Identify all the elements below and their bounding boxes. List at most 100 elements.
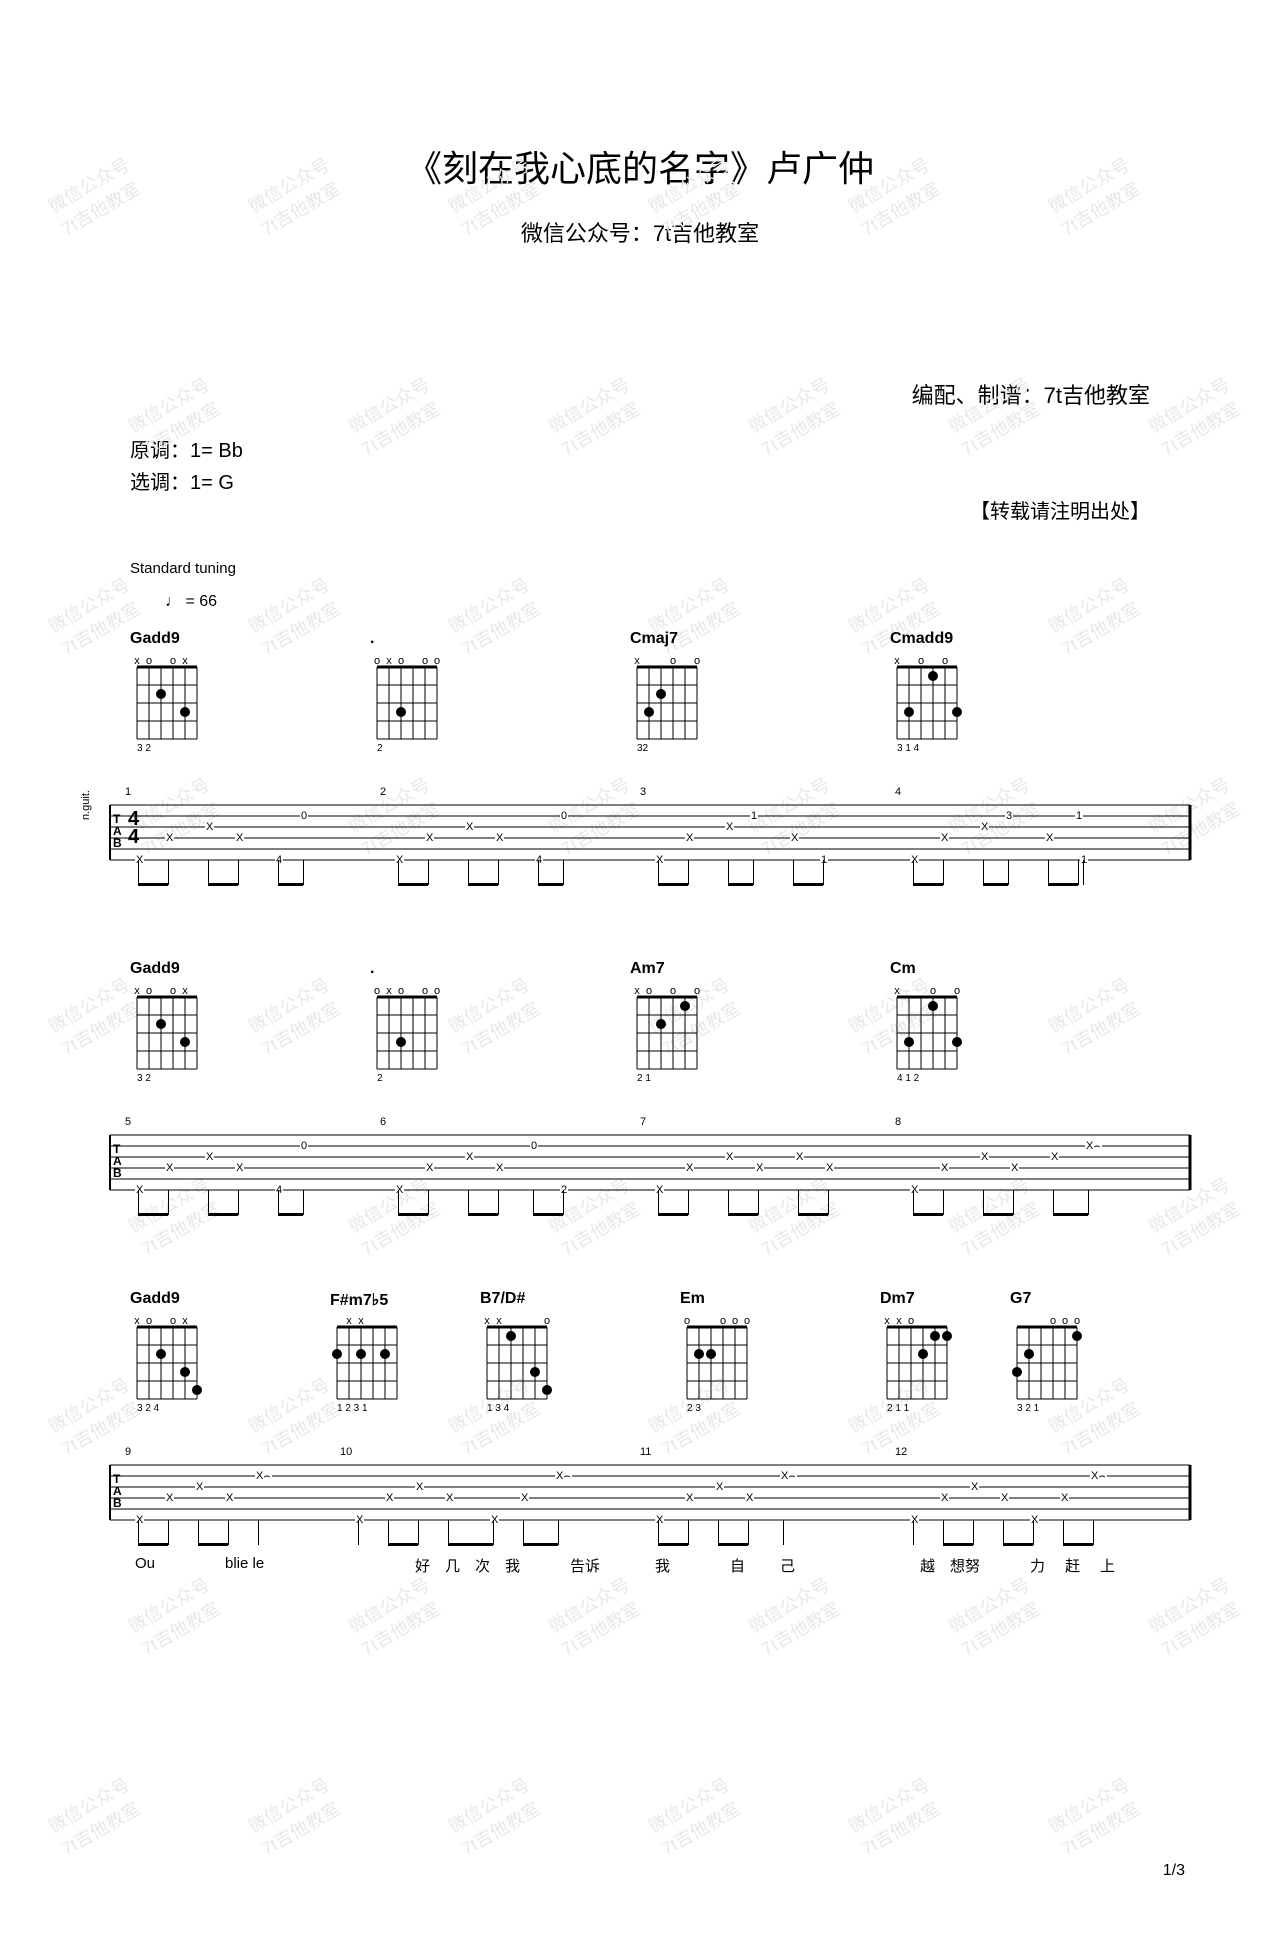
chord-name: . (370, 960, 374, 978)
svg-text:x: x (386, 655, 392, 667)
watermark: 微信公众号7t吉他教室 (43, 1771, 147, 1861)
watermark: 微信公众号7t吉他教室 (243, 971, 347, 1061)
watermark: 微信公众号7t吉他教室 (1043, 571, 1147, 661)
lyric: 越 (920, 1555, 935, 1576)
lyric: 几 (445, 1555, 460, 1576)
svg-text:x: x (894, 655, 900, 667)
tab-note: X (685, 832, 694, 844)
svg-text:o: o (720, 1315, 726, 1327)
tab-note: X (910, 1184, 919, 1196)
tab-note: X (980, 821, 989, 833)
chord-name: Gadd9 (130, 1290, 180, 1308)
lyric: 己 (780, 1555, 795, 1576)
svg-text:2: 2 (377, 1073, 383, 1084)
svg-text:o: o (422, 985, 428, 997)
tab-note: 0 (530, 1140, 538, 1152)
svg-text:o: o (434, 655, 440, 667)
tab-note: X (235, 832, 244, 844)
svg-text:x: x (134, 985, 140, 997)
tab-note: X (685, 1162, 694, 1174)
svg-text:32: 32 (637, 743, 649, 754)
chord-diagram: oxooo 2 (370, 982, 445, 1092)
tab-note: X (725, 1151, 734, 1163)
svg-text:o: o (146, 1315, 152, 1327)
chord-diagram: xoox3 2 (130, 652, 205, 762)
chord-diagram: xxo 1 3 4 (480, 1312, 555, 1422)
watermark: 微信公众号7t吉他教室 (443, 971, 547, 1061)
tab-note: 4 (275, 854, 283, 866)
svg-text:x: x (894, 985, 900, 997)
chord-diagram: xoo 32 (630, 652, 705, 762)
watermark: 微信公众号7t吉他教室 (343, 371, 447, 461)
tab-note: X (910, 854, 919, 866)
watermark: 微信公众号7t吉他教室 (743, 371, 847, 461)
svg-text:o: o (744, 1315, 750, 1327)
svg-text:o: o (942, 655, 948, 667)
tab-note: X (520, 1492, 529, 1504)
svg-text:o: o (374, 985, 380, 997)
svg-text:3 2 4: 3 2 4 (137, 1403, 160, 1414)
tab-note: X (165, 832, 174, 844)
lyric: 上 (1100, 1555, 1115, 1576)
lyric: 我 (505, 1555, 520, 1576)
tab-note: X⌢ (1085, 1140, 1102, 1153)
tab-note: X (465, 821, 474, 833)
reprint-note: 【转载请注明出处】 (970, 495, 1150, 524)
lyric: Ou (135, 1555, 155, 1572)
tab-note: X⌢ (780, 1470, 797, 1483)
tab-clef: TAB (113, 1473, 122, 1509)
tab-note: X (135, 854, 144, 866)
tab-note: X (1045, 832, 1054, 844)
svg-text:x: x (484, 1315, 490, 1327)
lyric: 想努 (950, 1555, 980, 1576)
tab-note: X (980, 1151, 989, 1163)
svg-text:o: o (146, 655, 152, 667)
svg-text:o: o (670, 985, 676, 997)
tab-note: X (1050, 1151, 1059, 1163)
tab-note: X (655, 854, 664, 866)
tab-note: X (195, 1481, 204, 1493)
tab-note: X (225, 1492, 234, 1504)
key-original-label: 原调： (130, 440, 190, 462)
tab-note: X (135, 1184, 144, 1196)
svg-text:o: o (684, 1315, 690, 1327)
svg-text:o: o (1062, 1315, 1068, 1327)
tab-note: X (655, 1184, 664, 1196)
tab-note: 1 (750, 810, 758, 822)
tab-note: X⌢ (1090, 1470, 1107, 1483)
tab-note: 3 (1005, 810, 1013, 822)
chord-diagram: oooo 2 3 (680, 1312, 755, 1422)
tab-note: X (205, 821, 214, 833)
tab-note: X (655, 1514, 664, 1526)
tab-note: X (165, 1162, 174, 1174)
key-original: 1= Bb (190, 440, 243, 462)
watermark: 微信公众号7t吉他教室 (643, 1771, 747, 1861)
tab-note: X (1000, 1492, 1009, 1504)
tab-note: X (395, 1184, 404, 1196)
chord-diagram: ooo3 2 1 (1010, 1312, 1085, 1422)
svg-text:1 2 3 1: 1 2 3 1 (337, 1403, 368, 1414)
tab-note: X (725, 821, 734, 833)
tab-note: X (685, 1492, 694, 1504)
page-number: 1/3 (1163, 1862, 1185, 1880)
svg-text:o: o (954, 985, 960, 997)
svg-text:o: o (694, 985, 700, 997)
tab-note: X (465, 1151, 474, 1163)
svg-text:3 2: 3 2 (137, 743, 151, 754)
instrument-label: n.guit. (80, 790, 92, 820)
tab-note: X (1030, 1514, 1039, 1526)
measure-number: 4 (895, 786, 901, 798)
key-play: 1= G (190, 472, 234, 494)
svg-text:2 1: 2 1 (637, 1073, 651, 1084)
watermark: 微信公众号7t吉他教室 (243, 571, 347, 661)
svg-text:x: x (496, 1315, 502, 1327)
svg-text:o: o (170, 655, 176, 667)
lyric: 次 (475, 1555, 490, 1576)
tab-note: X (385, 1492, 394, 1504)
svg-text:x: x (386, 985, 392, 997)
tab-note: X (495, 1162, 504, 1174)
svg-text:o: o (918, 655, 924, 667)
watermark: 微信公众号7t吉他教室 (443, 1771, 547, 1861)
measure-number: 11 (640, 1446, 651, 1458)
svg-text:x: x (134, 655, 140, 667)
